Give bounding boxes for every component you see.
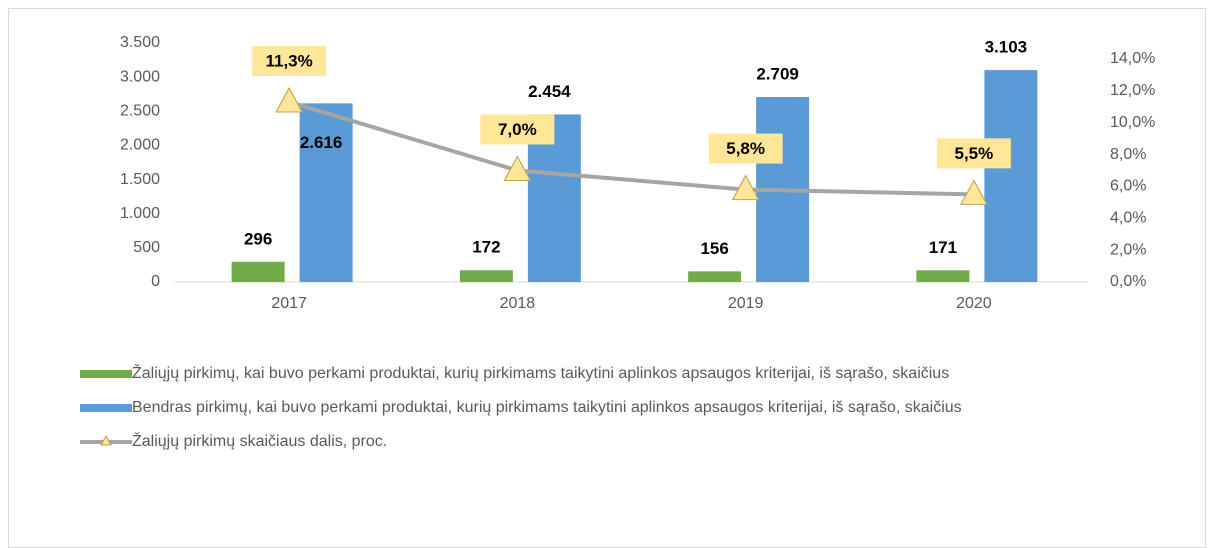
bar — [299, 103, 353, 283]
y2-tick-label: 2,0% — [1110, 241, 1146, 258]
data-label: 7,0% — [498, 120, 537, 139]
legend-swatch — [80, 404, 132, 412]
y-tick-label: 3.000 — [120, 68, 160, 85]
y-tick-label: 0 — [151, 273, 160, 290]
y-tick-label: 1.500 — [120, 171, 160, 188]
line-marker — [275, 86, 303, 113]
data-label: 5,5% — [955, 144, 994, 163]
data-label: 171 — [929, 238, 957, 257]
y-tick-label: 2.500 — [120, 103, 160, 120]
data-label: 2.616 — [300, 133, 343, 152]
line-marker — [503, 155, 532, 181]
legend-symbol — [80, 370, 132, 378]
legend-symbol — [80, 404, 132, 412]
y2-tick-label: 4,0% — [1110, 209, 1146, 226]
data-label: 296 — [244, 229, 272, 248]
x-tick-label: 2020 — [956, 295, 992, 312]
x-tick-label: 2019 — [728, 295, 764, 312]
y2-tick-label: 10,0% — [1110, 114, 1155, 131]
y-tick-label: 2.000 — [120, 137, 160, 154]
line — [288, 100, 974, 197]
legend-symbol — [80, 434, 132, 446]
bar — [688, 271, 742, 282]
legend-item: Žaliųjų pirkimų, kai buvo perkami produk… — [80, 363, 1160, 384]
x-tick-label: 2017 — [271, 295, 307, 312]
y-tick-label: 500 — [133, 239, 160, 256]
legend-item: Žaliųjų pirkimų skaičiaus dalis, proc. — [80, 431, 1160, 452]
data-label-box — [708, 133, 783, 164]
legend: Žaliųjų pirkimų, kai buvo perkami produk… — [80, 363, 1160, 465]
y2-tick-label: 8,0% — [1110, 146, 1146, 163]
data-label: 172 — [472, 238, 500, 257]
line-marker — [960, 179, 988, 205]
data-label: 156 — [700, 239, 728, 258]
bar — [231, 261, 285, 282]
data-label-box — [936, 138, 1011, 169]
legend-swatch — [80, 370, 132, 378]
data-label-box — [252, 45, 327, 76]
y2-tick-label: 14,0% — [1110, 50, 1155, 67]
data-label: 2.709 — [756, 64, 799, 83]
chart: 0 500 1.000 1.500 2.000 2.500 3.000 3.500 0,0% 2,… — [120, 34, 1155, 312]
legend-marker — [100, 434, 112, 446]
legend-item: Bendras pirkimų, kai buvo perkami produk… — [80, 397, 1160, 418]
data-label: 5,8% — [726, 139, 765, 158]
data-label: 2.454 — [528, 82, 571, 101]
bar — [984, 70, 1038, 282]
bar — [459, 270, 513, 282]
y-tick-label: 3.500 — [120, 34, 160, 51]
y2-tick-label: 0,0% — [1110, 273, 1146, 290]
y2-tick-label: 12,0% — [1110, 82, 1155, 99]
legend-label: Žaliųjų pirkimų, kai buvo perkami produk… — [132, 365, 950, 382]
y2-tick-label: 6,0% — [1110, 178, 1146, 195]
data-label: 3.103 — [985, 38, 1028, 57]
x-tick-label: 2018 — [500, 295, 536, 312]
line-marker — [731, 174, 760, 201]
y-tick-label: 1.000 — [120, 205, 160, 222]
bar — [916, 270, 970, 282]
data-label: 11,3% — [265, 51, 312, 70]
legend-label: Žaliųjų pirkimų skaičiaus dalis, proc. — [132, 433, 388, 450]
data-label-box — [480, 114, 555, 145]
legend-label: Bendras pirkimų, kai buvo perkami produk… — [132, 399, 962, 416]
